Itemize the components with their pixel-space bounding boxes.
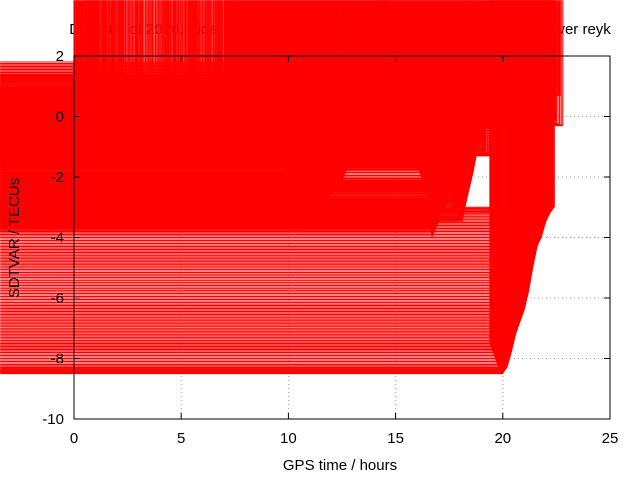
data-point-run (0, 0, 473, 202)
y-tick-label: -4 (51, 230, 64, 247)
data-point-run (0, 0, 554, 214)
y-tick-label: -10 (42, 411, 64, 428)
x-axis-label: GPS time / hours (283, 457, 397, 474)
data-point-run (0, 0, 550, 223)
data-point-run (0, 0, 512, 369)
y-tick-label: 0 (56, 109, 64, 126)
data-point-run (0, 0, 562, 126)
data-point (0, 0, 564, 127)
x-tick-label: 25 (602, 430, 619, 447)
series-track-e (0, 0, 555, 375)
data-point (0, 0, 555, 208)
data-point-run (0, 0, 529, 311)
data-point-run (0, 0, 534, 293)
data-point-run (0, 0, 546, 239)
x-tick-label: 5 (177, 430, 185, 447)
data-point-run (0, 0, 516, 353)
data-point-run (0, 0, 542, 248)
data-marks (0, 0, 564, 375)
data-point-run (0, 0, 520, 335)
x-tick-label: 0 (70, 430, 78, 447)
x-tick-label: 20 (494, 430, 511, 447)
x-tick-label: 15 (387, 430, 404, 447)
data-point-run (0, 0, 538, 269)
y-tick-label: -8 (51, 351, 64, 368)
y-tick-label: -6 (51, 290, 64, 307)
y-tick-label: -2 (51, 169, 64, 186)
y-axis-label: SDTVAR / TECUs (6, 178, 23, 298)
data-point-run (0, 0, 507, 375)
x-tick-label: 10 (280, 430, 297, 447)
data-point-run (0, 0, 525, 323)
y-tick-label: 2 (56, 48, 64, 65)
